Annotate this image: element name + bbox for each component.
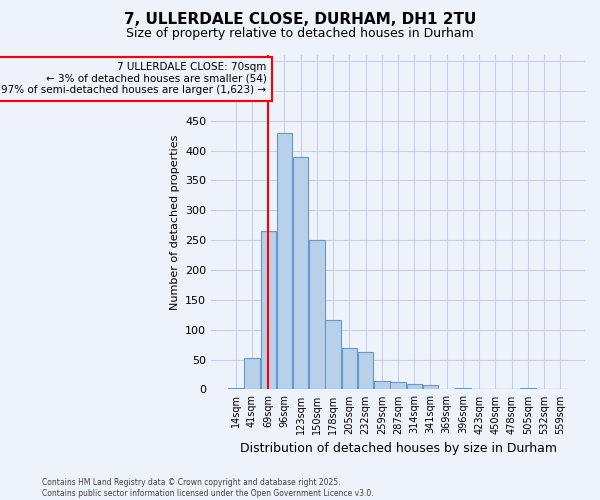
- Text: 7, ULLERDALE CLOSE, DURHAM, DH1 2TU: 7, ULLERDALE CLOSE, DURHAM, DH1 2TU: [124, 12, 476, 28]
- Text: 7 ULLERDALE CLOSE: 70sqm
← 3% of detached houses are smaller (54)
97% of semi-de: 7 ULLERDALE CLOSE: 70sqm ← 3% of detache…: [1, 62, 266, 96]
- Text: Contains HM Land Registry data © Crown copyright and database right 2025.
Contai: Contains HM Land Registry data © Crown c…: [42, 478, 374, 498]
- Bar: [277, 132, 292, 390]
- X-axis label: Distribution of detached houses by size in Durham: Distribution of detached houses by size …: [239, 442, 557, 455]
- Bar: [260, 231, 276, 390]
- Bar: [293, 156, 308, 390]
- Bar: [455, 388, 470, 390]
- Bar: [244, 358, 260, 390]
- Bar: [374, 381, 389, 390]
- Bar: [325, 320, 341, 390]
- Bar: [228, 388, 244, 390]
- Bar: [520, 388, 536, 390]
- Bar: [358, 352, 373, 390]
- Bar: [341, 348, 357, 390]
- Y-axis label: Number of detached properties: Number of detached properties: [170, 134, 179, 310]
- Bar: [391, 382, 406, 390]
- Text: Size of property relative to detached houses in Durham: Size of property relative to detached ho…: [126, 28, 474, 40]
- Bar: [309, 240, 325, 390]
- Bar: [423, 386, 438, 390]
- Bar: [407, 384, 422, 390]
